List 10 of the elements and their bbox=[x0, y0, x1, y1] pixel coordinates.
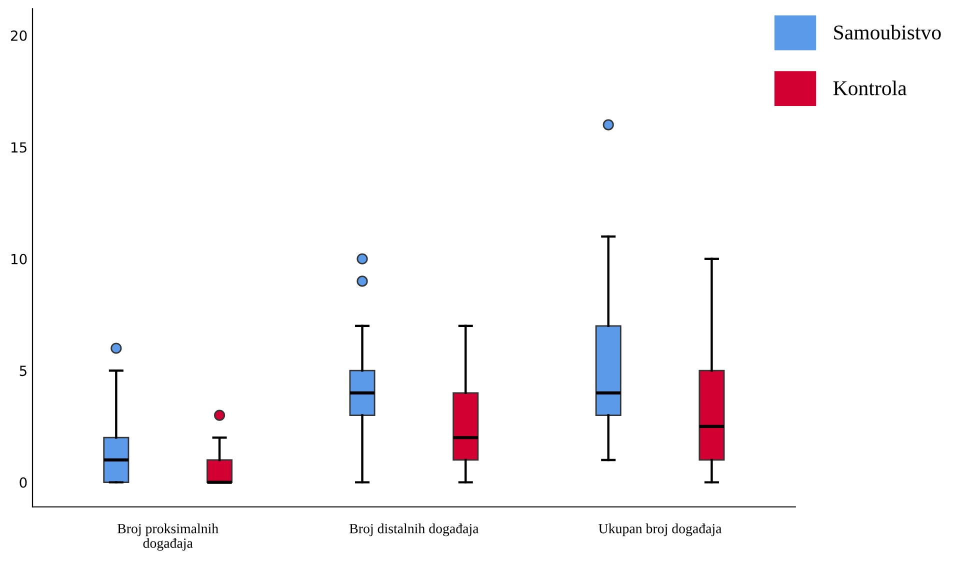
y-tick-label: 5 bbox=[20, 366, 26, 376]
legend-label: Samoubistvo bbox=[834, 24, 941, 40]
y-tick-label: 20 bbox=[10, 30, 27, 41]
y-tick-label: 15 bbox=[11, 142, 26, 153]
y-tick-label: 0 bbox=[20, 477, 27, 488]
x-tick-label: Broj proksimalnih događaja bbox=[118, 524, 218, 551]
y-tick-label: 10 bbox=[11, 254, 27, 264]
legend-label: Kontrola bbox=[833, 80, 907, 96]
x-tick-label: Broj distalnih događaja bbox=[350, 524, 479, 536]
x-tick-label: Ukupan broj događaja bbox=[598, 524, 722, 536]
